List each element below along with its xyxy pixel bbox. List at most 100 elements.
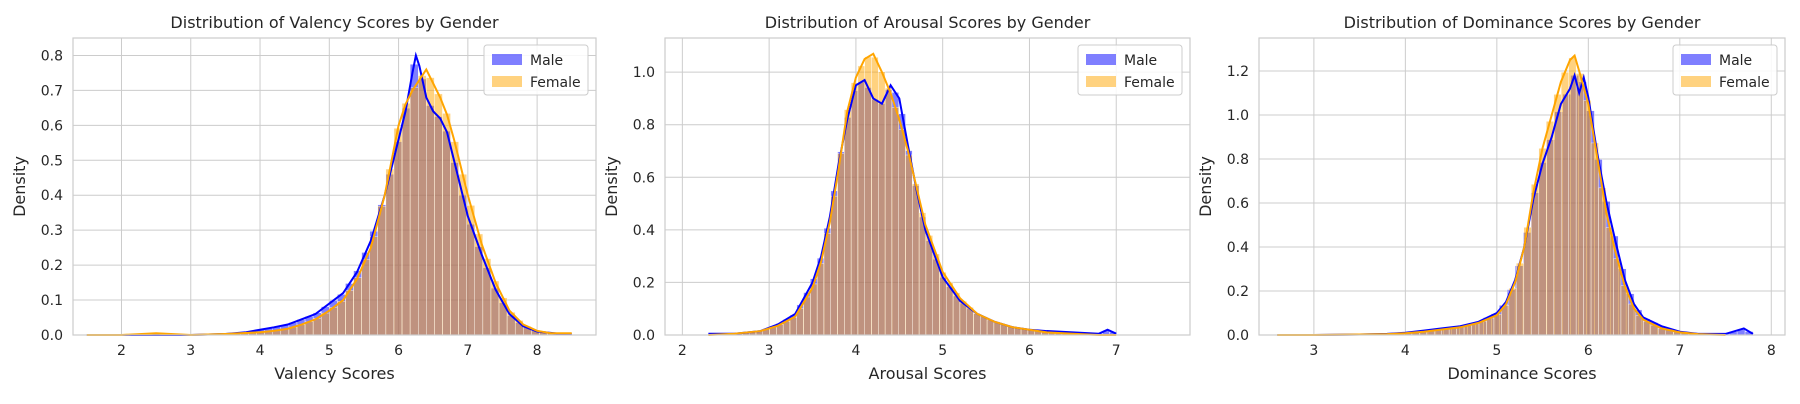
histogram-bar	[926, 235, 933, 335]
histogram-bar	[1472, 324, 1479, 335]
y-tick-label: 0.1	[41, 293, 63, 309]
legend-swatch-female	[1086, 76, 1116, 87]
y-tick-label: 1.0	[633, 65, 655, 81]
histogram-bar	[810, 284, 817, 335]
x-tick-label: 4	[851, 343, 860, 359]
histogram-bar	[345, 290, 353, 335]
y-tick-label: 0.0	[41, 328, 63, 344]
x-tick-label: 8	[533, 343, 542, 359]
y-tick-label: 0.3	[41, 223, 63, 239]
x-axis-label: Arousal Scores	[869, 364, 987, 383]
y-tick-label: 0.0	[633, 328, 655, 344]
histogram-bar	[329, 307, 337, 335]
histogram-bar	[858, 66, 865, 335]
histogram-bar	[1486, 318, 1493, 335]
x-tick-label: 5	[938, 343, 947, 359]
y-tick-label: 0.6	[1227, 196, 1249, 212]
y-tick-label: 1.2	[1227, 64, 1249, 80]
y-axis-label: Density	[10, 156, 29, 217]
legend-swatch-male	[492, 54, 522, 65]
histogram-bar	[994, 323, 1001, 335]
legend-label-female: Female	[1719, 75, 1770, 91]
y-axis-label: Density	[602, 156, 621, 217]
x-tick-label: 4	[256, 343, 265, 359]
chart-title: Distribution of Valency Scores by Gender	[170, 13, 499, 32]
histogram-bar	[354, 278, 362, 335]
histogram-bar	[1554, 94, 1561, 335]
x-tick-label: 7	[1112, 343, 1121, 359]
histogram-bar	[817, 263, 824, 335]
histogram-bar	[838, 154, 845, 335]
legend-label-female: Female	[1124, 75, 1175, 91]
histogram-bar	[426, 78, 434, 335]
histogram-bar	[1546, 121, 1553, 335]
legend-label-male: Male	[1719, 53, 1752, 69]
x-tick-label: 2	[678, 343, 687, 359]
histogram-bar	[851, 83, 858, 335]
y-tick-label: 0.6	[633, 170, 655, 186]
histogram-bar	[906, 155, 913, 335]
x-axis-label: Valency Scores	[274, 364, 394, 383]
y-tick-label: 0.8	[633, 118, 655, 134]
legend-swatch-female	[1681, 76, 1711, 87]
histogram-bar	[1591, 143, 1598, 335]
y-tick-label: 0.4	[1227, 240, 1249, 256]
histogram-bar	[790, 318, 797, 335]
x-tick-label: 8	[1767, 343, 1776, 359]
y-tick-label: 0.2	[1227, 284, 1249, 300]
legend-label-female: Female	[530, 75, 581, 91]
histogram-bar	[1576, 73, 1583, 335]
histogram-bar	[378, 206, 386, 335]
histogram-bar	[370, 237, 378, 335]
histogram-bar	[899, 130, 906, 335]
x-tick-label: 5	[1492, 343, 1501, 359]
histogram-bar	[885, 88, 892, 335]
x-tick-label: 6	[1025, 343, 1034, 359]
histogram-bar	[321, 313, 329, 335]
y-tick-label: 1.0	[1227, 108, 1249, 124]
histogram-bar	[1569, 58, 1576, 335]
y-tick-label: 0.4	[633, 223, 655, 239]
histogram-bar	[1599, 188, 1606, 335]
x-tick-label: 7	[463, 343, 472, 359]
y-tick-label: 0.7	[41, 83, 63, 99]
histogram-bar	[1584, 100, 1591, 335]
x-tick-label: 4	[1401, 343, 1410, 359]
y-tick-label: 0.8	[1227, 152, 1249, 168]
histogram-bar	[1494, 314, 1501, 335]
legend-label-male: Male	[530, 53, 563, 69]
histogram-bar	[418, 76, 426, 335]
chart-title: Distribution of Dominance Scores by Gend…	[1344, 13, 1701, 32]
histogram-bar	[1606, 228, 1613, 335]
histogram-bar	[402, 103, 410, 335]
histogram-bar	[410, 88, 418, 335]
chart-title: Distribution of Arousal Scores by Gender	[765, 13, 1091, 32]
histogram-bar	[1561, 72, 1568, 335]
histogram-bar	[973, 314, 980, 335]
histogram-bar	[878, 72, 885, 335]
x-axis-label: Dominance Scores	[1447, 364, 1596, 383]
legend: Male Female	[1078, 45, 1182, 95]
y-tick-label: 0.2	[633, 275, 655, 291]
histogram-bar	[892, 107, 899, 335]
x-tick-label: 3	[1309, 343, 1318, 359]
histogram-bar	[987, 320, 994, 335]
x-tick-label: 6	[394, 343, 403, 359]
legend: Male Female	[1673, 45, 1777, 95]
histogram-bar	[337, 301, 345, 335]
histogram-bar	[434, 94, 442, 335]
legend-swatch-female	[492, 76, 522, 87]
x-tick-label: 3	[186, 343, 195, 359]
histogram-bar	[912, 184, 919, 335]
legend: Male Female	[484, 45, 588, 95]
histogram-bar	[442, 113, 450, 335]
histogram-bar	[980, 317, 987, 335]
legend-label-male: Male	[1124, 53, 1157, 69]
y-tick-label: 0.6	[41, 118, 63, 134]
y-tick-label: 0.0	[1227, 328, 1249, 344]
x-tick-label: 7	[1675, 343, 1684, 359]
histogram-bar	[362, 259, 370, 335]
x-tick-label: 2	[117, 343, 126, 359]
